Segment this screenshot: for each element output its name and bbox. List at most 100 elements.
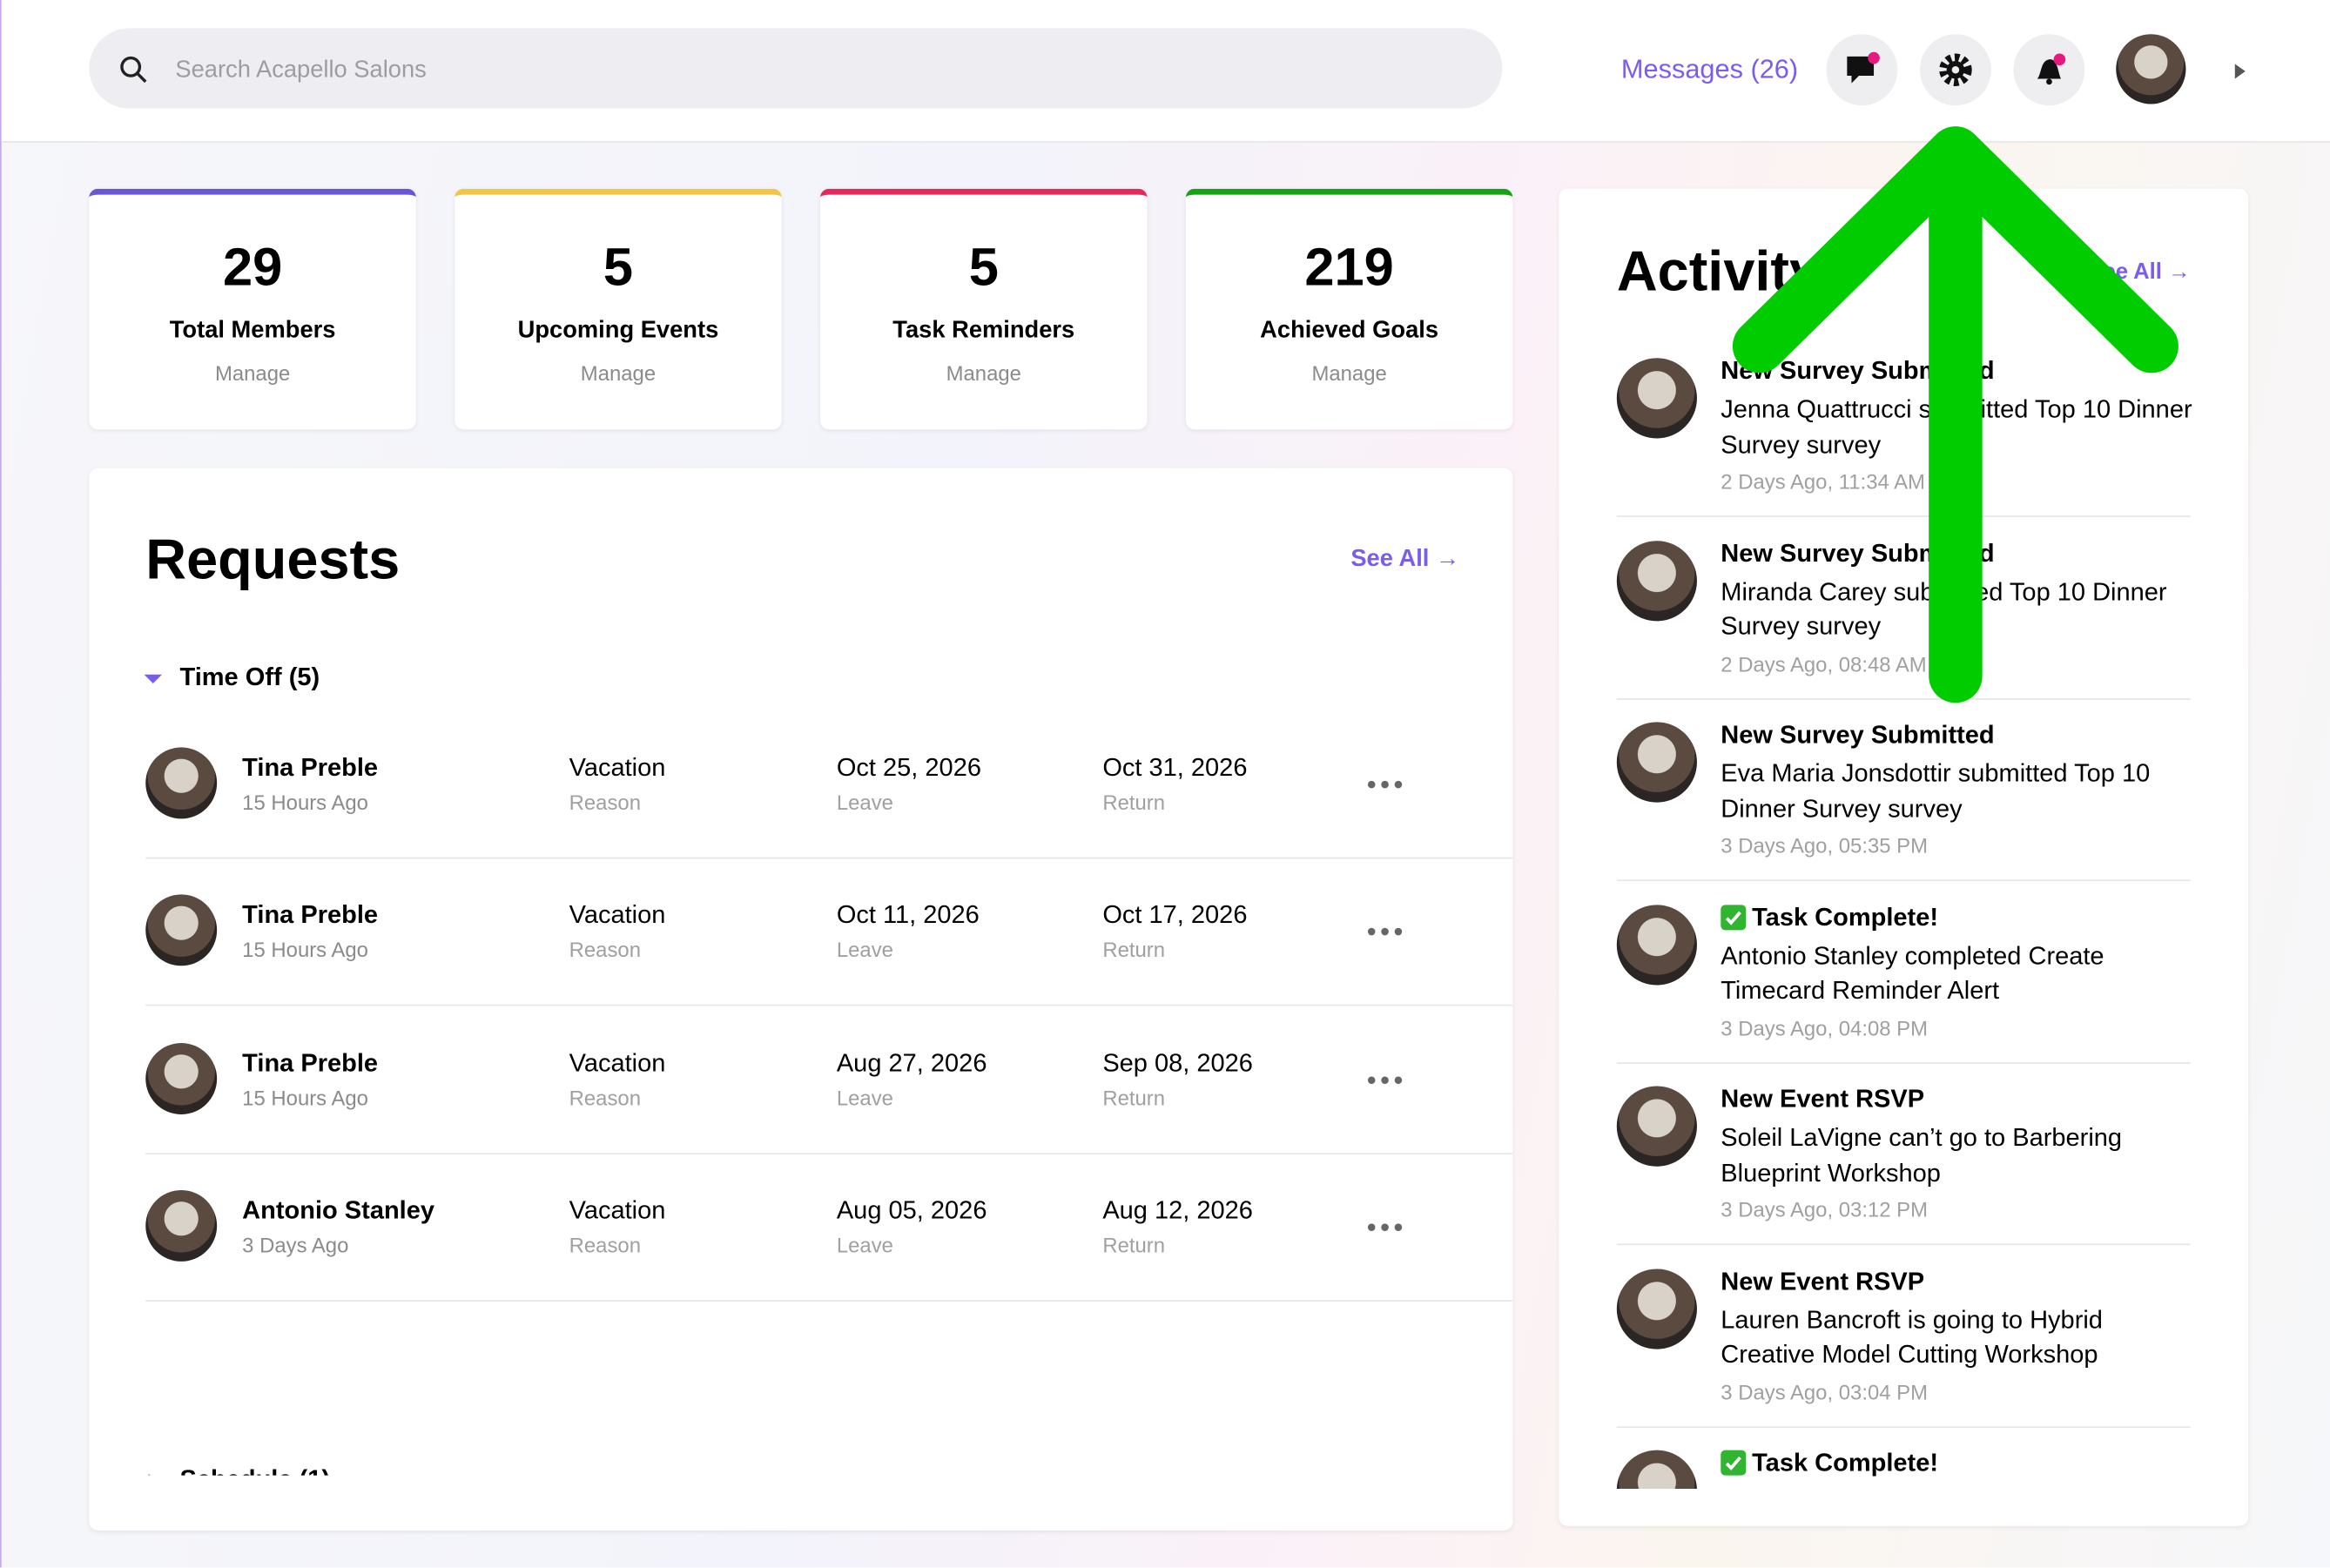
request-type-label: Reason: [569, 1085, 642, 1110]
requests-title: Requests: [145, 529, 401, 593]
activity-time: 3 Days Ago, 03:04 PM: [1721, 1379, 1929, 1403]
request-leave-label: Leave: [836, 938, 893, 962]
user-avatar[interactable]: [2116, 34, 2186, 104]
requests-card: Requests See All → Time Off (5) Tina Preb…: [89, 468, 1513, 1531]
activity-body: Antonio Stanley completed Create Timecar…: [1721, 941, 2104, 1005]
divider: [1616, 515, 2191, 517]
request-return-label: Return: [1102, 1085, 1166, 1110]
stat-action[interactable]: Manage: [946, 360, 1021, 386]
avatar: [1616, 1086, 1697, 1167]
avatar: [1616, 904, 1697, 985]
divider: [145, 1300, 1513, 1302]
request-time: 15 Hours Ago: [242, 1085, 368, 1110]
activity-title: Task Complete!: [1752, 902, 1939, 932]
request-return: Sep 08, 2026: [1102, 1048, 1253, 1077]
search-box[interactable]: Search Acapello Salons: [89, 28, 1503, 109]
requester-name: Tina Preble: [242, 753, 379, 782]
check-icon: [1721, 1450, 1747, 1476]
request-type: Vacation: [569, 1195, 666, 1225]
divider: [145, 857, 1513, 859]
avatar: [1616, 358, 1697, 439]
stat-action[interactable]: Manage: [214, 360, 291, 386]
more-button[interactable]: [1367, 1069, 1405, 1087]
request-return: Oct 17, 2026: [1102, 900, 1248, 930]
request-leave: Aug 27, 2026: [836, 1048, 987, 1077]
messages-link[interactable]: Messages (26): [1620, 54, 1799, 84]
requests-list: Time Off (5) Tina Preble 15 Hours Ago Vacat…: [89, 468, 1513, 1476]
group-toggle[interactable]: [144, 669, 163, 686]
request-type-label: Reason: [569, 938, 642, 962]
requester-name: Tina Preble: [242, 900, 379, 930]
divider: [145, 1005, 1513, 1006]
search-placeholder[interactable]: Search Acapello Salons: [175, 57, 427, 84]
activity-time: 3 Days Ago, 04:08 PM: [1721, 1015, 1929, 1040]
stat-card: 29 Total Members Manage: [89, 188, 416, 430]
more-button[interactable]: [1367, 1217, 1405, 1235]
check-icon: [1721, 904, 1747, 930]
stat-value: 29: [222, 236, 283, 298]
activity-title: New Event RSVP: [1721, 1266, 1925, 1295]
group-label[interactable]: Time Off (5): [179, 663, 320, 691]
request-type: Vacation: [569, 753, 666, 782]
notifications-button[interactable]: [2013, 34, 2085, 106]
request-time: 3 Days Ago: [242, 1233, 349, 1257]
stat-value: 5: [603, 236, 634, 298]
avatar: [145, 1189, 218, 1262]
request-return-label: Return: [1102, 938, 1166, 962]
group-label[interactable]: Schedule (1): [180, 1465, 331, 1476]
divider: [1616, 1061, 2191, 1064]
activity-body: Lauren Bancroft is going to Hybrid Creat…: [1721, 1305, 2103, 1369]
stat-label: Task Reminders: [892, 318, 1075, 344]
expand-caret[interactable]: [2233, 63, 2248, 80]
request-leave-label: Leave: [836, 790, 893, 815]
group-toggle[interactable]: [145, 1471, 162, 1476]
request-leave: Aug 05, 2026: [836, 1195, 987, 1225]
stat-action[interactable]: Manage: [580, 360, 657, 386]
stat-label: Achieved Goals: [1260, 318, 1439, 344]
request-type: Vacation: [569, 900, 666, 930]
stat-label: Upcoming Events: [517, 318, 719, 344]
stat-label: Total Members: [169, 318, 336, 344]
avatar: [145, 1042, 218, 1114]
stat-card: 5 Task Reminders Manage: [820, 188, 1148, 430]
avatar: [145, 747, 218, 819]
request-type: Vacation: [569, 1048, 666, 1077]
request-return: Oct 31, 2026: [1102, 753, 1248, 782]
divider: [1616, 697, 2191, 699]
divider: [1616, 1243, 2191, 1246]
more-button[interactable]: [1367, 774, 1405, 791]
chat-button[interactable]: [1826, 34, 1898, 106]
activity-time: 3 Days Ago, 05:35 PM: [1721, 833, 1929, 858]
avatar: [1616, 1268, 1697, 1349]
see-all-link[interactable]: See All →: [1350, 547, 1460, 573]
requester-name: Antonio Stanley: [242, 1195, 435, 1225]
activity-title: New Event RSVP: [1721, 1084, 1925, 1114]
stat-action[interactable]: Manage: [1311, 360, 1387, 386]
divider: [1616, 879, 2191, 882]
activity-time: 3 Days Ago, 03:12 PM: [1721, 1197, 1929, 1221]
avatar: [1616, 722, 1697, 803]
stat-card: 5 Upcoming Events Manage: [455, 188, 782, 430]
request-time: 15 Hours Ago: [242, 938, 368, 962]
avatar: [1616, 540, 1697, 621]
request-return-label: Return: [1102, 1233, 1166, 1257]
request-type-label: Reason: [569, 790, 642, 815]
stat-value: 5: [968, 236, 999, 298]
request-return: Aug 12, 2026: [1102, 1195, 1253, 1225]
request-time: 15 Hours Ago: [242, 790, 368, 815]
activity-title: Task Complete!: [1752, 1448, 1939, 1477]
activity-body: Eva Maria Jonsdottir submitted Top 10 Di…: [1721, 759, 2151, 823]
activity-time: 2 Days Ago, 08:48 AM: [1721, 651, 1927, 676]
search-icon: [120, 56, 147, 84]
stat-card: 219 Achieved Goals Manage: [1185, 188, 1513, 430]
avatar: [145, 894, 218, 966]
more-button[interactable]: [1367, 922, 1405, 939]
divider: [145, 1152, 1513, 1154]
divider: [1616, 1425, 2191, 1428]
activity-title: New Survey Submitted: [1721, 720, 1995, 750]
settings-button[interactable]: [1919, 34, 1991, 106]
requester-name: Tina Preble: [242, 1048, 379, 1077]
